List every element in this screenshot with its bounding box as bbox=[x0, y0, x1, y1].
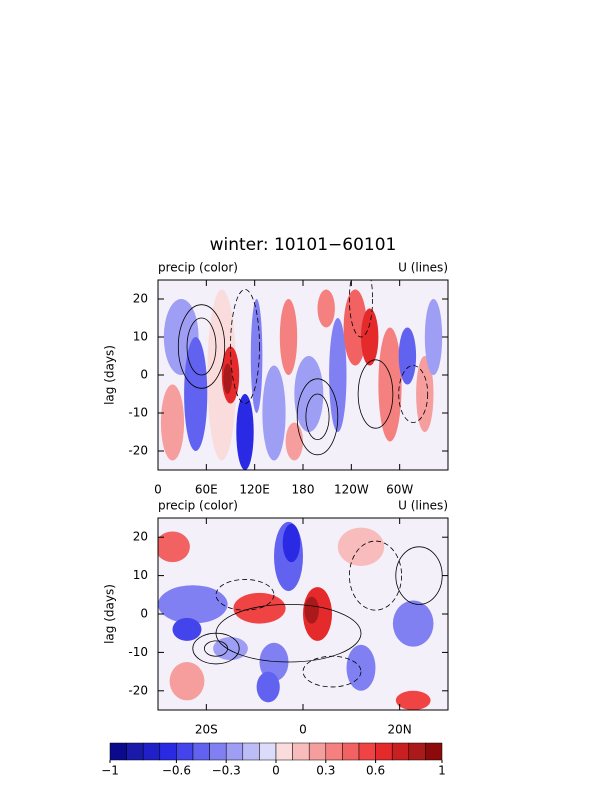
shading bbox=[236, 394, 254, 470]
contour-line bbox=[215, 579, 275, 611]
contour-line bbox=[302, 655, 362, 688]
x-tick-label: 120W bbox=[334, 483, 369, 497]
y-tick-label: 20 bbox=[133, 292, 148, 306]
x-tick-label: 180 bbox=[292, 483, 315, 497]
shading bbox=[233, 592, 286, 624]
y-tick-label: 10 bbox=[133, 568, 148, 582]
contour-line bbox=[177, 304, 226, 389]
y-tick-label: 0 bbox=[140, 607, 148, 621]
colorbar-box bbox=[292, 742, 310, 761]
colorbar-box bbox=[142, 742, 161, 761]
colorbar-box bbox=[109, 742, 127, 761]
contour-line bbox=[230, 289, 260, 404]
y-tick-label: 10 bbox=[133, 330, 148, 344]
contour-line bbox=[296, 378, 339, 456]
shading bbox=[424, 299, 443, 375]
shading bbox=[169, 662, 205, 701]
x-tick-label: 120E bbox=[239, 483, 270, 497]
colorbar-box bbox=[375, 742, 393, 761]
colorbar-box bbox=[325, 742, 343, 761]
contour-line bbox=[348, 540, 402, 611]
contour-line bbox=[186, 317, 217, 376]
shading bbox=[250, 299, 263, 413]
colorbar-label: −0.3 bbox=[212, 764, 241, 778]
shading bbox=[160, 384, 185, 461]
shading bbox=[172, 617, 202, 641]
plot-area bbox=[158, 280, 448, 470]
shading bbox=[282, 523, 301, 563]
shading bbox=[416, 356, 434, 432]
colorbar-box bbox=[275, 742, 293, 761]
shading bbox=[256, 671, 280, 703]
x-tick-label: 60E bbox=[195, 483, 218, 497]
colorbar-box bbox=[176, 742, 194, 761]
y-tick-label: -20 bbox=[128, 444, 148, 458]
shading bbox=[378, 327, 402, 442]
x-tick-label: 20S bbox=[195, 723, 218, 737]
y-tick-label: -10 bbox=[128, 406, 148, 420]
shading bbox=[285, 422, 303, 461]
shading bbox=[184, 337, 208, 451]
colorbar-label: 1 bbox=[438, 764, 446, 778]
chart-title: winter: 10101−60101 bbox=[210, 235, 397, 255]
y-axis-label: lag (days) bbox=[103, 345, 117, 405]
shading bbox=[395, 690, 431, 710]
shading bbox=[337, 527, 385, 566]
shading bbox=[329, 318, 347, 432]
shading bbox=[346, 644, 376, 691]
contour-line bbox=[349, 280, 373, 338]
x-tick-label: 60W bbox=[386, 483, 413, 497]
colorbar-box bbox=[342, 742, 360, 761]
colorbar-box bbox=[159, 742, 177, 761]
y-tick-label: 0 bbox=[140, 368, 148, 382]
colorbar-box bbox=[192, 742, 210, 761]
colorbar-label: 0.3 bbox=[316, 764, 335, 778]
colorbar-label: −1 bbox=[101, 764, 119, 778]
y-tick-label: -20 bbox=[128, 683, 148, 697]
subtitle-left: precip (color) bbox=[158, 499, 238, 513]
colorbar-box bbox=[358, 742, 376, 761]
colorbar-box bbox=[126, 742, 144, 761]
colorbar-label: −0.6 bbox=[162, 764, 191, 778]
shading bbox=[392, 600, 434, 647]
shading bbox=[398, 327, 417, 385]
colorbar-box bbox=[225, 742, 244, 761]
shading bbox=[304, 596, 319, 624]
shading bbox=[361, 308, 379, 366]
contour-line bbox=[398, 365, 429, 423]
shading bbox=[294, 356, 324, 432]
x-tick-label: 20N bbox=[388, 723, 412, 737]
x-tick-label: 0 bbox=[299, 723, 307, 737]
contour-line bbox=[305, 393, 330, 440]
subtitle-left: precip (color) bbox=[158, 261, 238, 275]
y-axis-label: lag (days) bbox=[103, 584, 117, 644]
shading bbox=[158, 531, 190, 563]
subtitle-right: U (lines) bbox=[398, 261, 448, 275]
colorbar-box bbox=[425, 742, 443, 761]
shading bbox=[158, 585, 228, 624]
colorbar-box bbox=[408, 742, 426, 761]
contour-line bbox=[215, 604, 362, 663]
subtitle-right: U (lines) bbox=[398, 499, 448, 513]
shading bbox=[223, 363, 232, 394]
y-tick-label: 20 bbox=[133, 530, 148, 544]
shading bbox=[279, 299, 298, 375]
colorbar-box bbox=[391, 742, 410, 761]
shading bbox=[262, 365, 286, 461]
plot-area bbox=[158, 518, 448, 710]
colorbar-box bbox=[259, 742, 277, 761]
shading bbox=[259, 642, 289, 682]
x-tick-label: 0 bbox=[154, 483, 162, 497]
shading bbox=[317, 289, 335, 328]
contour-line bbox=[357, 359, 394, 429]
colorbar-label: 0.6 bbox=[366, 764, 385, 778]
colorbar-box bbox=[308, 742, 327, 761]
colorbar-box bbox=[209, 742, 227, 761]
colorbar-box bbox=[242, 742, 260, 761]
y-tick-label: -10 bbox=[128, 645, 148, 659]
colorbar-label: 0 bbox=[272, 764, 280, 778]
